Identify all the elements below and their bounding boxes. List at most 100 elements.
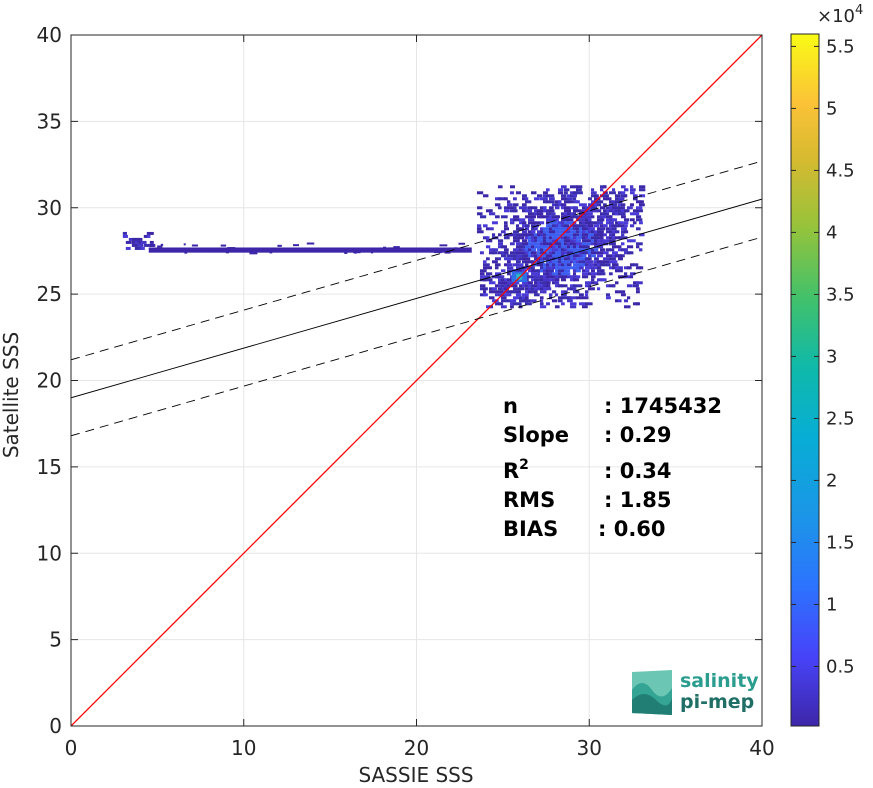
density-cell [563,248,570,252]
density-cell [560,185,567,189]
density-cell [542,209,548,213]
density-cell [515,236,521,240]
density-cell [554,200,561,204]
density-cell [548,230,555,234]
density-cell [530,275,537,279]
density-cell [488,296,495,300]
density-cell [605,218,611,222]
density-cell [548,260,554,264]
density-cell [542,245,548,249]
density-cell [560,230,565,234]
density-cell [578,263,585,267]
density-cell [536,287,541,291]
stat-label: RMS [503,488,555,512]
density-cell [602,257,610,261]
density-cell [611,245,616,249]
density-cell [527,290,533,294]
density-cell [596,221,604,225]
density-cell [530,269,535,273]
density-cell [485,266,492,270]
density-cell [581,224,588,228]
density-cell [539,269,544,273]
density-cell [566,233,571,237]
density-cell [530,239,537,243]
density-cell [584,275,589,279]
density-cell [249,252,258,255]
density-cell [566,260,572,264]
density-cell [503,224,508,228]
density-cell [620,185,626,189]
density-cell [143,243,148,247]
density-cell [626,266,632,270]
density-cell [599,236,604,240]
density-cell [608,248,615,252]
density-cell [584,281,590,285]
density-cell [587,227,594,231]
density-cell [497,185,503,189]
density-cell [530,224,535,228]
density-cell [581,275,587,279]
density-cell [530,233,535,237]
density-cell [623,230,629,234]
density-cell [581,239,586,243]
y-tick-label: 5 [49,628,62,652]
density-cell [554,269,560,273]
density-cell [572,236,577,240]
density-cell [539,305,547,309]
density-cell [572,239,579,243]
density-cell [125,246,131,250]
density-cell [620,227,626,231]
density-cell [485,275,491,279]
density-cell [521,203,527,207]
density-cell [518,242,524,246]
density-cell [536,245,542,249]
density-cell [539,296,544,300]
density-cell [524,251,530,255]
density-cell [506,203,513,207]
density-cell [611,239,616,243]
density-cell [518,236,525,240]
density-cell [131,243,139,247]
density-cell [439,244,448,247]
density-cell [524,248,530,252]
density-cell [569,278,575,282]
density-cell [620,191,626,195]
density-cell [572,224,579,228]
density-cell [539,251,546,255]
density-cell [575,191,583,195]
density-cell [524,302,532,306]
density-cell [572,278,580,282]
density-cell [632,209,639,213]
density-cell [608,239,615,243]
density-cell [548,278,553,282]
density-cell [572,194,577,198]
colorbar-tick-label: 3 [826,346,837,367]
density-cell [533,239,538,243]
density-cell [581,209,586,213]
density-cell [482,236,488,240]
density-cell [548,221,555,225]
density-cell [569,233,576,237]
density-cell [635,281,643,285]
density-cell [635,218,643,222]
density-cell [512,248,519,252]
density-cell [527,242,532,246]
density-cell [506,254,511,258]
density-cell [569,215,575,219]
density-cell [545,188,550,192]
density-cell [503,284,509,288]
density-cell [569,248,574,252]
density-cell [593,257,599,261]
density-cell [482,290,487,294]
density-cell [506,257,514,261]
density-cell [533,287,540,291]
density-cell [527,287,534,291]
density-cell [566,200,574,204]
density-cell [542,239,547,243]
density-cell [512,254,519,258]
density-cell [560,269,567,273]
density-cell [620,293,626,297]
density-cell [632,263,639,267]
density-cell [614,269,619,273]
density-cell [545,233,550,237]
